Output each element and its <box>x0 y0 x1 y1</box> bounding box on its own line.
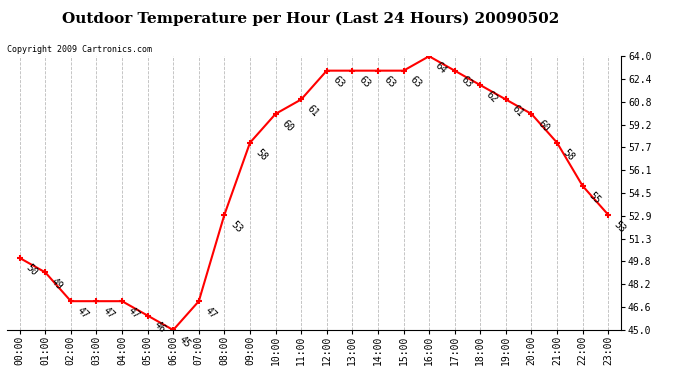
Text: Outdoor Temperature per Hour (Last 24 Hours) 20090502: Outdoor Temperature per Hour (Last 24 Ho… <box>62 11 559 26</box>
Text: 53: 53 <box>228 219 244 234</box>
Text: 58: 58 <box>254 147 270 162</box>
Text: 55: 55 <box>586 190 602 206</box>
Text: 46: 46 <box>152 320 167 335</box>
Text: 53: 53 <box>612 219 628 234</box>
Text: 47: 47 <box>126 305 141 321</box>
Text: 45: 45 <box>177 334 193 350</box>
Text: 47: 47 <box>75 305 90 321</box>
Text: 63: 63 <box>459 75 474 90</box>
Text: 61: 61 <box>510 104 525 119</box>
Text: 47: 47 <box>203 305 218 321</box>
Text: 60: 60 <box>535 118 551 134</box>
Text: 49: 49 <box>50 276 65 292</box>
Text: Copyright 2009 Cartronics.com: Copyright 2009 Cartronics.com <box>7 45 152 54</box>
Text: 61: 61 <box>305 104 321 119</box>
Text: 63: 63 <box>408 75 423 90</box>
Text: 64: 64 <box>433 60 448 76</box>
Text: 63: 63 <box>331 75 346 90</box>
Text: 58: 58 <box>561 147 577 162</box>
Text: 63: 63 <box>382 75 397 90</box>
Text: 50: 50 <box>24 262 39 278</box>
Text: 62: 62 <box>484 89 500 105</box>
Text: 60: 60 <box>279 118 295 134</box>
Text: 47: 47 <box>101 305 116 321</box>
Text: 63: 63 <box>357 75 372 90</box>
